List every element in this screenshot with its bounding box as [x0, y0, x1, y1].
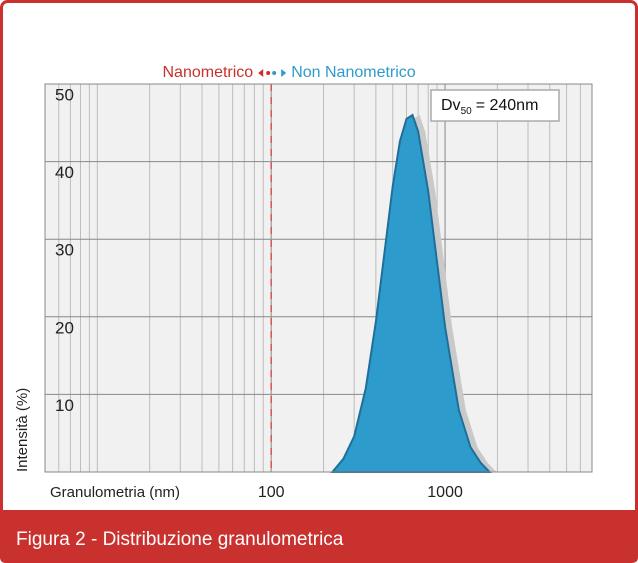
y-tick-label: 40	[55, 163, 74, 182]
annotation-main: Dv	[441, 97, 461, 114]
area	[330, 113, 492, 473]
plot-border	[44, 83, 593, 473]
left-arrow	[258, 69, 264, 77]
right-arrow	[281, 69, 287, 77]
annotation-box	[430, 89, 560, 122]
x-axis-label: Granulometria (nm)	[50, 484, 180, 501]
arrow-dot	[272, 71, 277, 75]
x-tick-label: 1000	[427, 484, 463, 501]
annotation-rest: = 240nm	[476, 97, 539, 114]
annotation-sub: 50	[461, 106, 473, 117]
y-tick-label: 10	[55, 396, 74, 415]
y-tick-label: 20	[55, 318, 74, 337]
left-region-label: Nanometrico	[162, 64, 253, 81]
right-region-label: Non Nanometrico	[291, 64, 416, 81]
plot-background	[45, 84, 592, 472]
y-axis-label: Intensità (%)	[14, 388, 31, 472]
annotation: Dv50 = 240nm	[441, 97, 538, 116]
plot: 10 20 30 40 50 100 1000 Granulometria (nm) Inten…	[14, 64, 593, 501]
y-tick-label: 30	[55, 241, 74, 260]
y-tick-label: 50	[55, 85, 74, 104]
arrow-dot	[266, 71, 271, 75]
caption: Figura 2 - Distribuzione granulometrica	[16, 529, 344, 550]
caption-band	[0, 510, 638, 563]
x-tick-label: 100	[258, 484, 285, 501]
